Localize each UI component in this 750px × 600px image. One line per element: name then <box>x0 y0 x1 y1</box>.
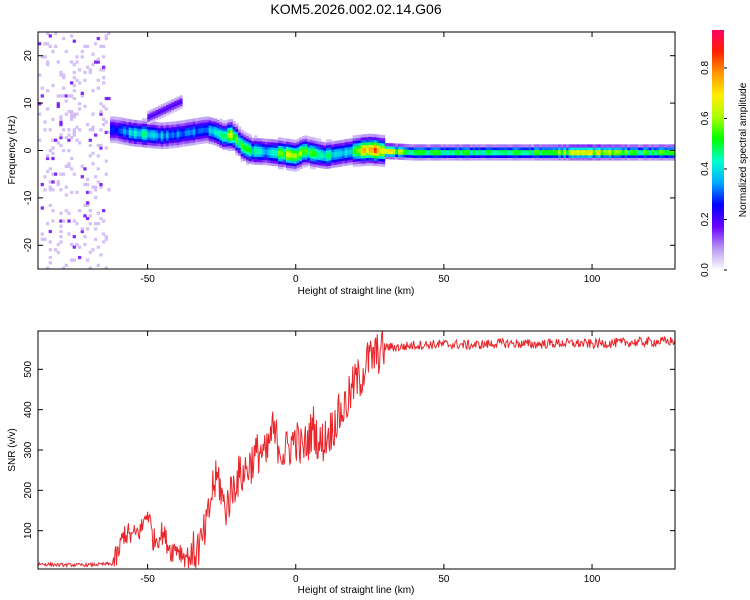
colorbar: 0.0 0.2 0.4 0.6 0.8 Normalized spectral ampl… <box>700 30 749 277</box>
spectrogram-ticks: -50 0 50 100 -20 -10 0 10 20 <box>23 32 675 285</box>
snr-xtick-label: 0 <box>293 574 299 585</box>
snr-background <box>38 331 675 569</box>
spectrogram-xtick-label: -50 <box>140 274 155 285</box>
snr-ytick-label: 200 <box>23 482 34 499</box>
snr-ytick-label: 400 <box>23 401 34 418</box>
spectrogram-xtick-label: 100 <box>584 274 601 285</box>
spectrogram-ytick-label: 0 <box>23 147 34 153</box>
spectrogram-panel: -50 0 50 100 -20 -10 0 10 20 Height of straight … <box>7 31 676 297</box>
snr-ylabel: SNR (v/v) <box>7 428 18 471</box>
snr-xtick-label: 50 <box>438 574 450 585</box>
spectrogram-ytick-label: -10 <box>23 190 34 205</box>
spectrogram-xlabel: Height of straight line (km) <box>298 286 415 297</box>
snr-xtick-label: 100 <box>584 574 601 585</box>
spectrogram-ytick-label: -20 <box>23 238 34 253</box>
colorbar-tick-label: 0.2 <box>700 212 711 226</box>
snr-xlabel: Height of straight line (km) <box>298 585 415 596</box>
colorbar-ticks: 0.0 0.2 0.4 0.6 0.8 <box>700 61 727 277</box>
colorbar-tick-label: 0.4 <box>700 162 711 176</box>
colorbar-tick-label: 0.0 <box>700 263 711 277</box>
snr-ytick-label: 300 <box>23 441 34 458</box>
snr-ticks: -50 0 50 100 100 200 300 400 500 <box>23 331 675 585</box>
spectrogram-cells <box>38 32 675 269</box>
colorbar-tick-label: 0.6 <box>700 111 711 125</box>
snr-panel: -50 0 50 100 100 200 300 400 500 Height of strai… <box>7 330 676 596</box>
spectrogram-ylabel: Frequency (Hz) <box>7 116 18 185</box>
snr-xtick-label: -50 <box>140 574 155 585</box>
snr-ytick-label: 100 <box>23 522 34 539</box>
snr-series-line <box>38 331 675 569</box>
spectrogram-ytick-label: 10 <box>23 97 34 109</box>
spectrogram-ytick-label: 20 <box>23 50 34 62</box>
snr-ytick-label: 500 <box>23 361 34 378</box>
figure-title: KOM5.2026.002.02.14.G06 <box>270 1 441 17</box>
colorbar-tick-label: 0.8 <box>700 61 711 75</box>
spectrogram-xtick-label: 0 <box>293 274 299 285</box>
colorbar-gradient <box>712 30 724 270</box>
spectrogram-xtick-label: 50 <box>438 274 450 285</box>
colorbar-label: Normalized spectral amplitude <box>738 82 749 217</box>
